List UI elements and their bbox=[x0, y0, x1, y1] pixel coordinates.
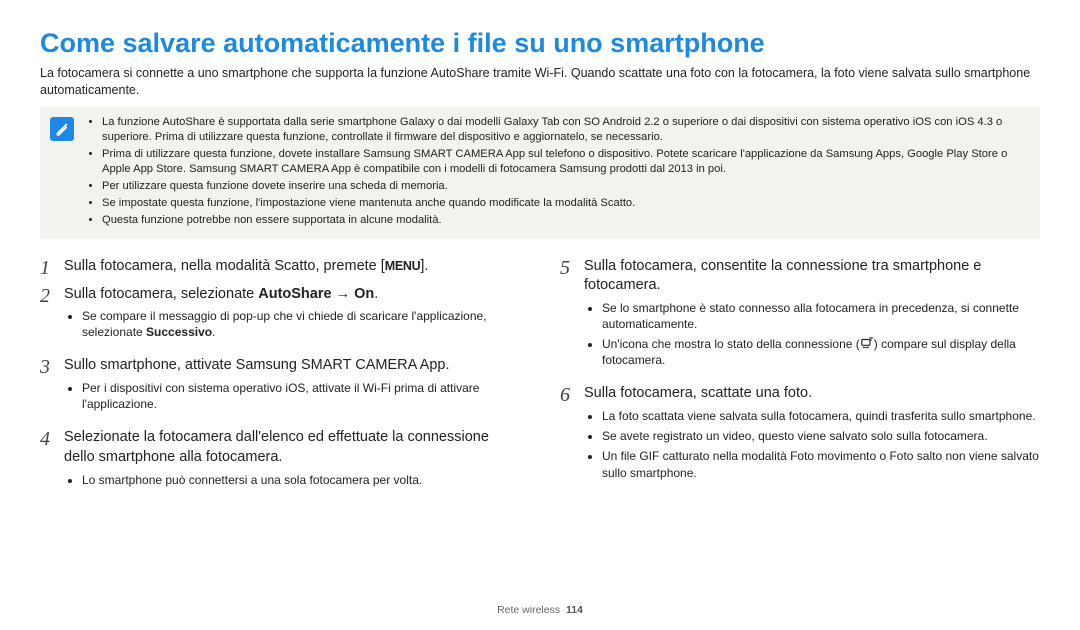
footer-label: Rete wireless bbox=[497, 604, 560, 616]
intro-text: La fotocamera si connette a uno smartpho… bbox=[40, 65, 1040, 99]
note-item: Questa funzione potrebbe non essere supp… bbox=[102, 213, 1030, 228]
step-sublist-item: Se avete registrato un video, questo vie… bbox=[602, 428, 1040, 444]
step-sublist-item: Se lo smartphone è stato connesso alla f… bbox=[602, 300, 1040, 332]
step-sublist-item: Un'icona che mostra lo stato della conne… bbox=[602, 336, 1040, 368]
note-item: La funzione AutoShare è supportata dalla… bbox=[102, 115, 1030, 145]
step-body: Sulla fotocamera, nella modalità Scatto,… bbox=[64, 257, 520, 279]
step-sublist-item: Un file GIF catturato nella modalità Fot… bbox=[602, 448, 1040, 480]
step-text: Sulla fotocamera, scattate una foto. bbox=[584, 384, 1040, 404]
menu-label: MENU bbox=[385, 259, 421, 273]
note-item: Per utilizzare questa funzione dovete in… bbox=[102, 179, 1030, 194]
step-sublist-item: Per i dispositivi con sistema operativo … bbox=[82, 380, 520, 412]
note-icon-wrap bbox=[50, 115, 76, 231]
columns: 1 Sulla fotocamera, nella modalità Scatto… bbox=[40, 257, 1040, 504]
step: 1 Sulla fotocamera, nella modalità Scatto… bbox=[40, 257, 520, 279]
step: 2 Sulla fotocamera, selezionate AutoShare… bbox=[40, 285, 520, 351]
step-text: Sullo smartphone, attivate Samsung SMART… bbox=[64, 356, 520, 376]
step-body: Sulla fotocamera, consentite la connessi… bbox=[584, 257, 1040, 379]
step-number: 6 bbox=[560, 384, 576, 490]
note-item: Se impostate questa funzione, l'impostaz… bbox=[102, 196, 1030, 211]
step-sublist: Lo smartphone può connettersi a una sola… bbox=[64, 472, 520, 488]
step-text: Sulla fotocamera, selezionate AutoShare … bbox=[64, 285, 520, 305]
step: 6 Sulla fotocamera, scattate una foto. La … bbox=[560, 384, 1040, 490]
step: 4Selezionate la fotocamera dall'elenco e… bbox=[40, 428, 520, 497]
step: 5Sulla fotocamera, consentite la conness… bbox=[560, 257, 1040, 379]
step-text: Sulla fotocamera, consentite la connessi… bbox=[584, 257, 1040, 296]
step-sublist-item: Se compare il messaggio di pop-up che vi… bbox=[82, 308, 520, 340]
right-column: 5Sulla fotocamera, consentite la conness… bbox=[560, 257, 1040, 504]
step-body: Sullo smartphone, attivate Samsung SMART… bbox=[64, 356, 520, 422]
step-number: 4 bbox=[40, 428, 56, 497]
step-number: 1 bbox=[40, 257, 56, 279]
step-sublist: La foto scattata viene salvata sulla fot… bbox=[584, 408, 1040, 481]
step-sublist: Per i dispositivi con sistema operativo … bbox=[64, 380, 520, 412]
note-box: La funzione AutoShare è supportata dalla… bbox=[40, 107, 1040, 239]
step-body: Selezionate la fotocamera dall'elenco ed… bbox=[64, 428, 520, 497]
note-icon bbox=[50, 117, 74, 141]
step-number: 5 bbox=[560, 257, 576, 379]
connection-status-icon bbox=[860, 336, 874, 350]
left-column: 1 Sulla fotocamera, nella modalità Scatto… bbox=[40, 257, 520, 504]
step-body: Sulla fotocamera, selezionate AutoShare … bbox=[64, 285, 520, 351]
step-sublist-item: La foto scattata viene salvata sulla fot… bbox=[602, 408, 1040, 424]
note-item: Prima di utilizzare questa funzione, dov… bbox=[102, 147, 1030, 177]
step: 3 Sullo smartphone, attivate Samsung SMAR… bbox=[40, 356, 520, 422]
step-sublist: Se compare il messaggio di pop-up che vi… bbox=[64, 308, 520, 340]
step-body: Sulla fotocamera, scattate una foto. La f… bbox=[584, 384, 1040, 490]
step-text: Sulla fotocamera, nella modalità Scatto,… bbox=[64, 257, 520, 277]
footer-page: 114 bbox=[566, 604, 583, 616]
footer: Rete wireless 114 bbox=[0, 604, 1080, 616]
step-sublist-item: Lo smartphone può connettersi a una sola… bbox=[82, 472, 520, 488]
page-title: Come salvare automaticamente i file su u… bbox=[40, 28, 1040, 59]
step-number: 3 bbox=[40, 356, 56, 422]
step-number: 2 bbox=[40, 285, 56, 351]
step-text: Selezionate la fotocamera dall'elenco ed… bbox=[64, 428, 520, 467]
step-sublist: Se lo smartphone è stato connesso alla f… bbox=[584, 300, 1040, 369]
note-list: La funzione AutoShare è supportata dalla… bbox=[86, 115, 1030, 231]
